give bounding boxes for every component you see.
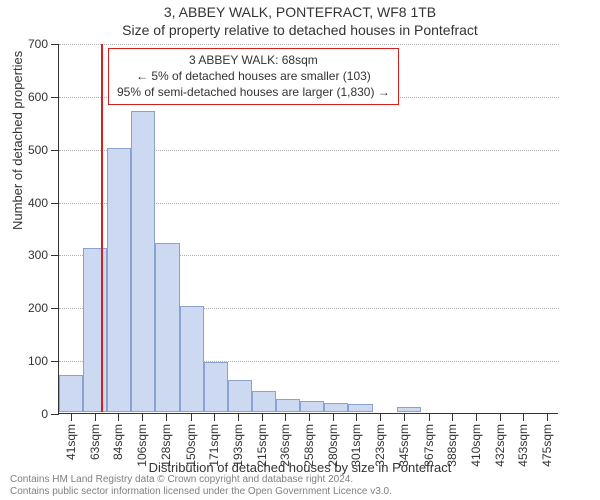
x-tick — [380, 413, 381, 421]
histogram-bar — [276, 399, 300, 412]
y-tick — [51, 44, 59, 45]
x-tick — [523, 413, 524, 421]
chart-container: 3, ABBEY WALK, PONTEFRACT, WF8 1TB Size … — [0, 0, 600, 500]
x-tick — [356, 413, 357, 421]
x-tick — [333, 413, 334, 421]
y-tick-label: 0 — [41, 407, 48, 421]
x-tick — [262, 413, 263, 421]
x-tick — [476, 413, 477, 421]
histogram-bar — [397, 407, 421, 412]
gridline — [59, 44, 559, 45]
x-tick — [142, 413, 143, 421]
x-tick — [118, 413, 119, 421]
histogram-bar — [324, 403, 348, 413]
footer: Contains HM Land Registry data © Crown c… — [10, 474, 392, 498]
histogram-bar — [300, 401, 324, 412]
y-tick — [51, 255, 59, 256]
x-tick — [285, 413, 286, 421]
y-tick-label: 700 — [28, 37, 48, 51]
x-tick — [71, 413, 72, 421]
y-tick — [51, 97, 59, 98]
x-tick — [214, 413, 215, 421]
histogram-bar — [252, 391, 276, 412]
x-tick — [547, 413, 548, 421]
x-tick-label: 84sqm — [111, 424, 125, 460]
x-tick — [452, 413, 453, 421]
y-axis-label: Number of detached properties — [10, 51, 25, 230]
histogram-bar — [180, 306, 204, 412]
histogram-bar — [131, 111, 155, 412]
x-tick-label: 63sqm — [88, 424, 102, 460]
x-tick — [404, 413, 405, 421]
y-tick-label: 500 — [28, 143, 48, 157]
x-tick — [500, 413, 501, 421]
x-tick — [95, 413, 96, 421]
footer-line1: Contains HM Land Registry data © Crown c… — [10, 474, 392, 486]
histogram-bar — [107, 148, 131, 412]
y-tick — [51, 414, 59, 415]
x-tick — [191, 413, 192, 421]
annotation-box: 3 ABBEY WALK: 68sqm ← 5% of detached hou… — [108, 48, 399, 105]
histogram-bar — [204, 362, 228, 412]
chart-area: 41sqm63sqm84sqm106sqm128sqm150sqm171sqm1… — [58, 44, 558, 414]
y-tick-label: 100 — [28, 354, 48, 368]
histogram-bar — [83, 248, 107, 412]
y-tick — [51, 203, 59, 204]
annotation-line3: 95% of semi-detached houses are larger (… — [117, 84, 390, 100]
x-tick — [166, 413, 167, 421]
annotation-line2: ← 5% of detached houses are smaller (103… — [117, 68, 390, 84]
y-tick-label: 600 — [28, 90, 48, 104]
footer-line2: Contains public sector information licen… — [10, 486, 392, 498]
y-tick — [51, 361, 59, 362]
annotation-line1: 3 ABBEY WALK: 68sqm — [117, 52, 390, 68]
marker-line — [101, 44, 103, 412]
x-tick — [309, 413, 310, 421]
subtitle: Size of property relative to detached ho… — [0, 20, 600, 38]
histogram-bar — [348, 404, 372, 412]
x-tick-label: 41sqm — [64, 424, 78, 460]
histogram-bar — [59, 375, 83, 412]
x-tick — [238, 413, 239, 421]
x-axis-label: Distribution of detached houses by size … — [0, 460, 600, 475]
x-tick — [429, 413, 430, 421]
address-line: 3, ABBEY WALK, PONTEFRACT, WF8 1TB — [0, 0, 600, 20]
histogram-bar — [228, 380, 252, 412]
y-tick — [51, 150, 59, 151]
y-tick-label: 400 — [28, 196, 48, 210]
y-tick-label: 200 — [28, 301, 48, 315]
y-tick — [51, 308, 59, 309]
histogram-bar — [155, 243, 179, 412]
y-tick-label: 300 — [28, 248, 48, 262]
